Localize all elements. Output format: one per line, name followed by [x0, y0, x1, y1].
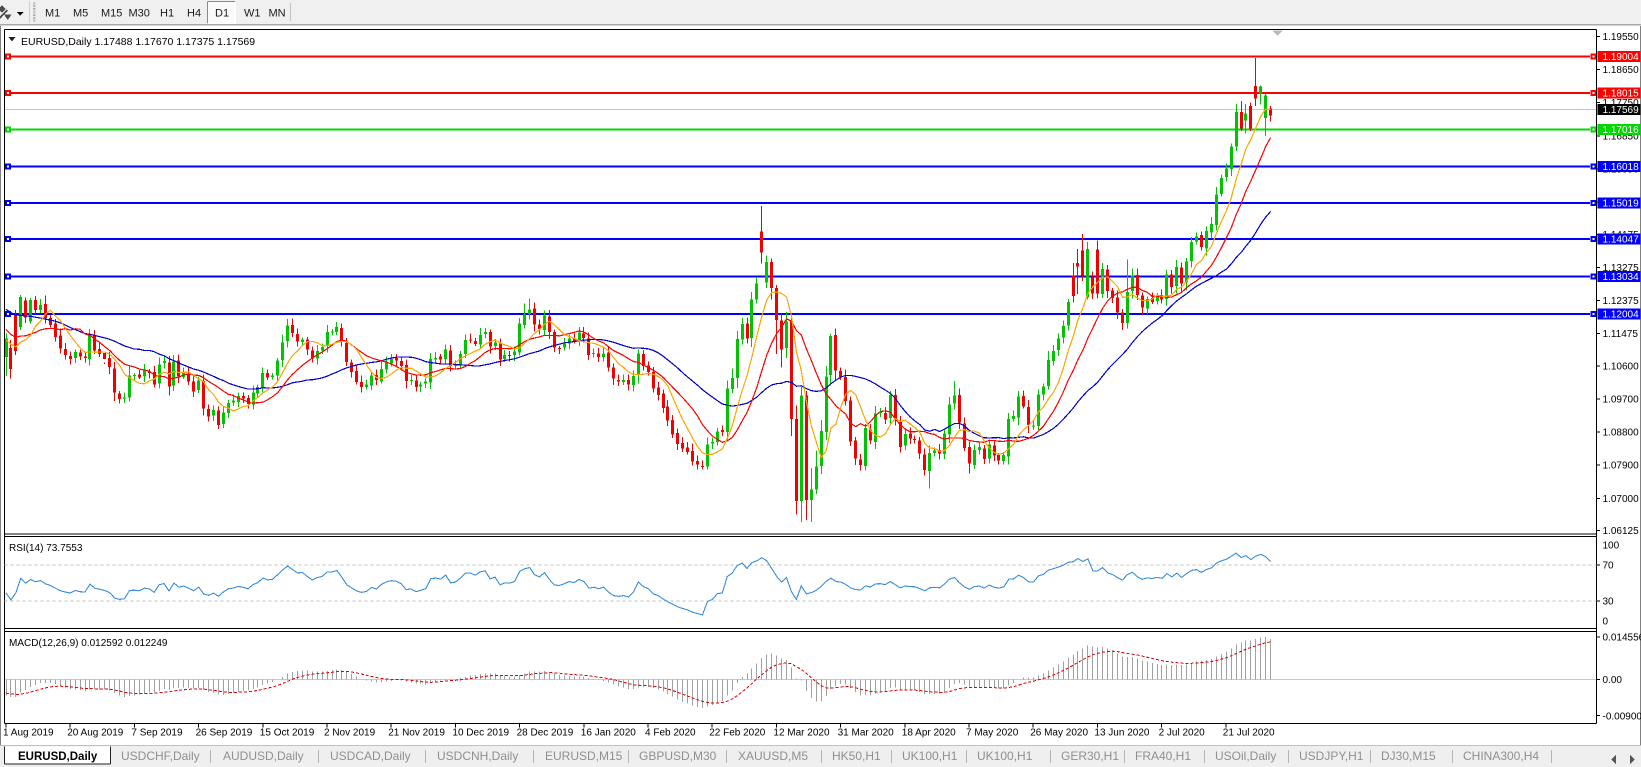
svg-text:22 Feb 2020: 22 Feb 2020 — [709, 728, 766, 739]
svg-text:EURUSD,M15: EURUSD,M15 — [545, 749, 623, 763]
svg-text:18 Apr 2020: 18 Apr 2020 — [902, 728, 956, 739]
svg-text:16 Jan 2020: 16 Jan 2020 — [581, 728, 636, 739]
svg-text:GER30,H1: GER30,H1 — [1061, 749, 1119, 763]
svg-text:USDJPY,H1: USDJPY,H1 — [1299, 749, 1364, 763]
svg-text:26 May 2020: 26 May 2020 — [1030, 728, 1088, 739]
svg-text:1.17750: 1.17750 — [1603, 98, 1640, 109]
svg-text:1.13034: 1.13034 — [1603, 272, 1640, 283]
svg-text:USDCHF,Daily: USDCHF,Daily — [121, 749, 200, 763]
svg-text:1.19004: 1.19004 — [1603, 52, 1640, 63]
svg-text:1.17569: 1.17569 — [1603, 105, 1640, 116]
svg-text:HK50,H1: HK50,H1 — [832, 749, 881, 763]
svg-text:USDCNH,Daily: USDCNH,Daily — [437, 749, 518, 763]
svg-text:1.07900: 1.07900 — [1603, 461, 1640, 472]
svg-text:1.18650: 1.18650 — [1603, 65, 1640, 76]
svg-text:1.16850: 1.16850 — [1603, 131, 1640, 142]
svg-text:7 May 2020: 7 May 2020 — [966, 728, 1019, 739]
svg-text:USDCAD,Daily: USDCAD,Daily — [330, 749, 411, 763]
svg-text:1.09700: 1.09700 — [1603, 394, 1640, 405]
svg-text:21 Nov 2019: 21 Nov 2019 — [388, 728, 445, 739]
svg-text:28 Dec 2019: 28 Dec 2019 — [517, 728, 574, 739]
svg-text:1.17016: 1.17016 — [1603, 125, 1640, 136]
svg-text:1.12375: 1.12375 — [1603, 296, 1640, 307]
svg-text:XAUUSD,M5: XAUUSD,M5 — [738, 749, 808, 763]
svg-text:1.13275: 1.13275 — [1603, 263, 1640, 274]
svg-text:DJ30,M15: DJ30,M15 — [1381, 749, 1436, 763]
svg-text:1.18015: 1.18015 — [1603, 88, 1640, 99]
svg-text:20 Aug 2019: 20 Aug 2019 — [67, 728, 124, 739]
svg-text:EURUSD,Daily 1.17488 1.17670: EURUSD,Daily 1.17488 1.17670 1.17375 1.1… — [21, 36, 255, 48]
svg-text:1 Aug 2019: 1 Aug 2019 — [3, 728, 54, 739]
svg-text:D1: D1 — [215, 8, 229, 20]
svg-text:15 Oct 2019: 15 Oct 2019 — [260, 728, 315, 739]
svg-text:1.06125: 1.06125 — [1603, 526, 1640, 537]
svg-text:1.07000: 1.07000 — [1603, 494, 1640, 505]
svg-text:USOil,Daily: USOil,Daily — [1215, 749, 1276, 763]
svg-text:M1: M1 — [45, 8, 60, 20]
svg-text:H4: H4 — [187, 8, 201, 20]
svg-text:30: 30 — [1603, 597, 1615, 608]
svg-text:10 Dec 2019: 10 Dec 2019 — [452, 728, 509, 739]
svg-text:M15: M15 — [101, 8, 122, 20]
svg-text:2 Jul 2020: 2 Jul 2020 — [1159, 728, 1206, 739]
svg-text:0.00: 0.00 — [1603, 675, 1623, 686]
svg-text:MN: MN — [269, 8, 286, 20]
svg-text:FRA40,H1: FRA40,H1 — [1135, 749, 1191, 763]
svg-text:70: 70 — [1603, 561, 1615, 572]
svg-text:UK100,H1: UK100,H1 — [902, 749, 958, 763]
svg-text:1.11475: 1.11475 — [1603, 329, 1639, 340]
svg-text:RSI(14) 73.7553: RSI(14) 73.7553 — [9, 543, 83, 554]
svg-text:7 Sep 2019: 7 Sep 2019 — [131, 728, 183, 739]
svg-text:2 Nov 2019: 2 Nov 2019 — [324, 728, 376, 739]
svg-text:H1: H1 — [160, 8, 174, 20]
svg-text:1.15019: 1.15019 — [1603, 199, 1640, 210]
svg-text:26 Sep 2019: 26 Sep 2019 — [196, 728, 253, 739]
svg-text:1.19550: 1.19550 — [1603, 32, 1640, 43]
svg-text:MACD(12,26,9) 0.012592 0.01224: MACD(12,26,9) 0.012592 0.012249 — [9, 638, 168, 649]
svg-text:4 Feb 2020: 4 Feb 2020 — [645, 728, 696, 739]
svg-text:13 Jun 2020: 13 Jun 2020 — [1094, 728, 1149, 739]
svg-text:1.10600: 1.10600 — [1603, 361, 1640, 372]
svg-text:UK100,H1: UK100,H1 — [977, 749, 1033, 763]
svg-text:0: 0 — [1603, 617, 1609, 628]
svg-text:EURUSD,Daily: EURUSD,Daily — [18, 751, 98, 763]
svg-text:100: 100 — [1603, 541, 1620, 552]
svg-text:-0.009001: -0.009001 — [1603, 712, 1641, 723]
svg-text:31 Mar 2020: 31 Mar 2020 — [838, 728, 895, 739]
svg-text:W1: W1 — [244, 8, 261, 20]
svg-text:M30: M30 — [129, 8, 150, 20]
svg-text:AUDUSD,Daily: AUDUSD,Daily — [223, 749, 304, 763]
svg-text:1.12004: 1.12004 — [1603, 310, 1640, 321]
svg-text:CHINA300,H4: CHINA300,H4 — [1463, 749, 1539, 763]
svg-text:21 Jul 2020: 21 Jul 2020 — [1223, 728, 1275, 739]
svg-text:M5: M5 — [73, 8, 88, 20]
svg-text:1.08800: 1.08800 — [1603, 428, 1640, 439]
svg-text:12 Mar 2020: 12 Mar 2020 — [773, 728, 830, 739]
svg-text:1.14047: 1.14047 — [1603, 235, 1640, 246]
svg-text:GBPUSD,M30: GBPUSD,M30 — [639, 749, 717, 763]
svg-text:1.16018: 1.16018 — [1603, 162, 1640, 173]
svg-text:0.014556: 0.014556 — [1603, 633, 1641, 644]
